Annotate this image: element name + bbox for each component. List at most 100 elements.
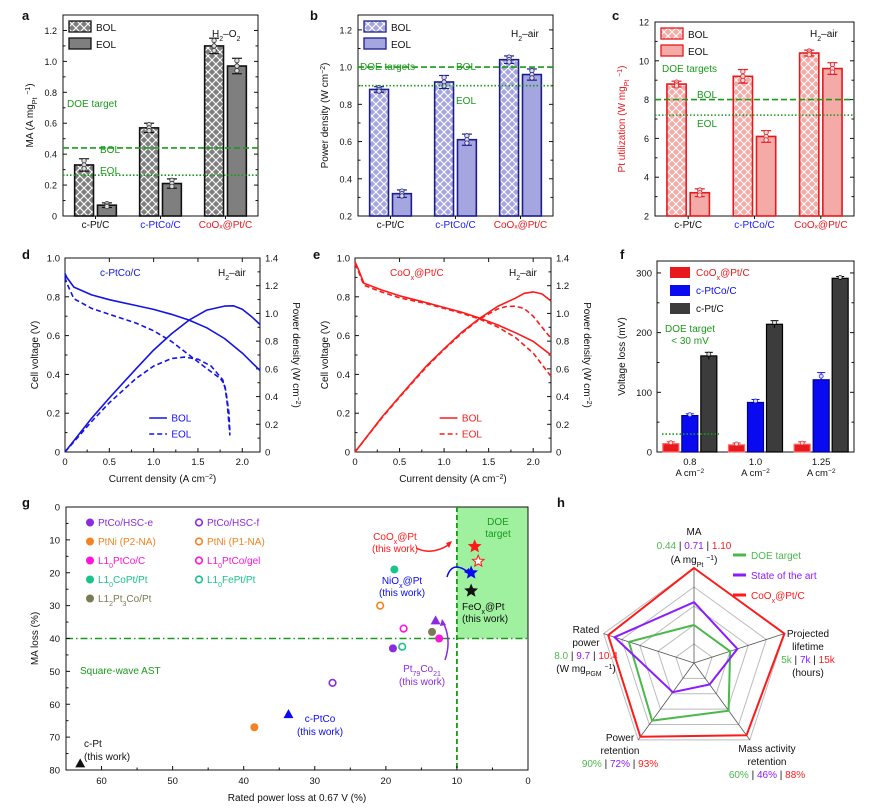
data-point [668, 440, 674, 446]
bar-bol [368, 88, 390, 217]
legend-swatch-bol [660, 27, 684, 40]
y-tick-label: 70 [49, 733, 60, 744]
legend-marker [194, 575, 204, 584]
bar-bol [138, 127, 160, 217]
bar-bol [732, 75, 754, 217]
panel-label-f: f [620, 247, 625, 262]
y-axis-label: Cell voltage (V) [320, 321, 331, 389]
legend-label: State of the art [751, 571, 817, 582]
legend-label: L10CoPt/Pt [98, 575, 148, 589]
data-point [697, 192, 703, 198]
data-point [529, 75, 535, 81]
doe-bol-label: BOL [456, 62, 476, 73]
radar-series-doe-target [627, 623, 732, 722]
y-tick-label: 0 [55, 503, 60, 514]
point-ptco/hsc-f [328, 678, 337, 687]
x-tick-label: c-Pt/C [82, 220, 110, 231]
y2-tick-label: 1.2 [556, 281, 569, 292]
y-axis-label: Power density (W cm−2) [320, 63, 332, 169]
panel-label-e: e [313, 247, 320, 262]
panel-title: H2–air [810, 29, 838, 43]
doe-target-label: DOE targets [662, 64, 717, 75]
x-tick-label: c-PtCo/C [435, 220, 476, 231]
y-axis-label: Voltage loss (mV) [617, 317, 628, 395]
arrowhead-coox [446, 541, 452, 548]
data-point [706, 351, 712, 357]
annot-feox: FeOx@Pt [462, 602, 505, 616]
y2-axis-label: Power density (W cm−2) [581, 302, 593, 408]
bar-bol [498, 58, 520, 217]
y-tick-label: 0 [52, 212, 57, 222]
axis-unit-rated: (W mgPGM −1) [556, 664, 616, 678]
point-pt79co21-(this-work) [430, 615, 441, 625]
doe-target-value: < 30 mV [671, 336, 709, 347]
x-tick-label: 1.0 [147, 457, 160, 468]
data-point [234, 68, 240, 74]
doe-eol-label: EOL [456, 96, 476, 107]
x-tick-label: CoOₓ@Pt/C [494, 220, 547, 231]
y-tick-label: 0.2 [44, 181, 57, 191]
data-point [506, 59, 512, 65]
panel-d: 0 0.5 1.0 1.5 2.0 0 0.2 0.4 0.6 0.8 1.0 0 0.2 0.4 0.6 0… [30, 254, 302, 486]
y-tick-label: 8 [644, 95, 649, 105]
y-tick-label: 100 [636, 388, 652, 399]
axis-label-power-ret: Power [606, 733, 635, 744]
y-tick-label: 1.0 [337, 254, 350, 265]
data-point [376, 88, 382, 94]
y2-tick-label: 0 [265, 448, 270, 459]
legend-swatch-eol [68, 37, 92, 50]
legend-label: L10PtCo/gel [207, 556, 260, 570]
axis-label-mar: Mass activity [738, 744, 795, 755]
axis-unit-ma: (A mgPt −1) [671, 555, 718, 569]
y-tick-label: 4 [644, 173, 649, 183]
x-tick-unit: A cm−2 [807, 468, 836, 480]
y2-tick-label: 0.2 [265, 420, 278, 431]
legend-marker [194, 518, 204, 527]
legend-label: L10PtCo/C [98, 556, 145, 570]
radar-series-cooₓ@pt/c [607, 566, 786, 738]
curve-bol-power [354, 291, 552, 453]
legend-label: BOL [171, 414, 191, 425]
y-tick-label: 1.0 [47, 254, 60, 265]
x-tick-label: 10 [452, 776, 463, 787]
data-point [81, 166, 87, 172]
radar-ring [639, 605, 749, 710]
panel-label-c: c [612, 8, 619, 23]
x-tick-label: 1.0 [749, 457, 762, 468]
y-tick-label: 10 [49, 535, 60, 546]
bar-c-PtCo/C [746, 401, 765, 453]
data-point [806, 52, 812, 58]
doe-eol-label: EOL [697, 119, 717, 130]
legend-marker [86, 575, 94, 584]
radar-ring [621, 586, 767, 725]
panel-title: H2–air [511, 29, 539, 43]
y-axis-label: MA (A mgPt −1) [25, 83, 39, 147]
point-feoₓ@pt-(this-work) [464, 583, 479, 597]
point-ptni-(p2-na) [250, 723, 259, 732]
ast-label: Square-wave AST [80, 666, 161, 677]
annot-cpt: c-Pt [84, 739, 102, 750]
x-tick-label: 1.5 [482, 457, 495, 468]
x-tick-label: 60 [96, 776, 107, 787]
panel-label-g: g [22, 495, 30, 510]
point-l1₀ptco/c [435, 634, 444, 643]
legend-label: c-Pt/C [696, 304, 724, 315]
x-tick-label: 0.5 [393, 457, 406, 468]
radar-spoke [637, 662, 695, 741]
y-tick-label: 0.8 [337, 292, 350, 303]
y-axis-label: Pt utilization (W mgPt −1) [617, 66, 631, 173]
panel-label-b: b [310, 8, 318, 23]
curve-bol-voltage [354, 261, 552, 356]
x-tick-label: c-Pt/C [674, 220, 702, 231]
y-tick-label: 0 [345, 448, 350, 459]
legend-label: BOL [688, 30, 708, 41]
axis-values: 0.44 | 0.71 | 1.10 [657, 541, 732, 552]
radar-spoke [693, 662, 751, 741]
bar-c-Pt/C [700, 355, 718, 453]
data-point [673, 83, 680, 89]
annot-niox: NiOx@Pt [382, 576, 423, 590]
legend-label: BOL [391, 23, 411, 34]
data-point [211, 37, 217, 44]
